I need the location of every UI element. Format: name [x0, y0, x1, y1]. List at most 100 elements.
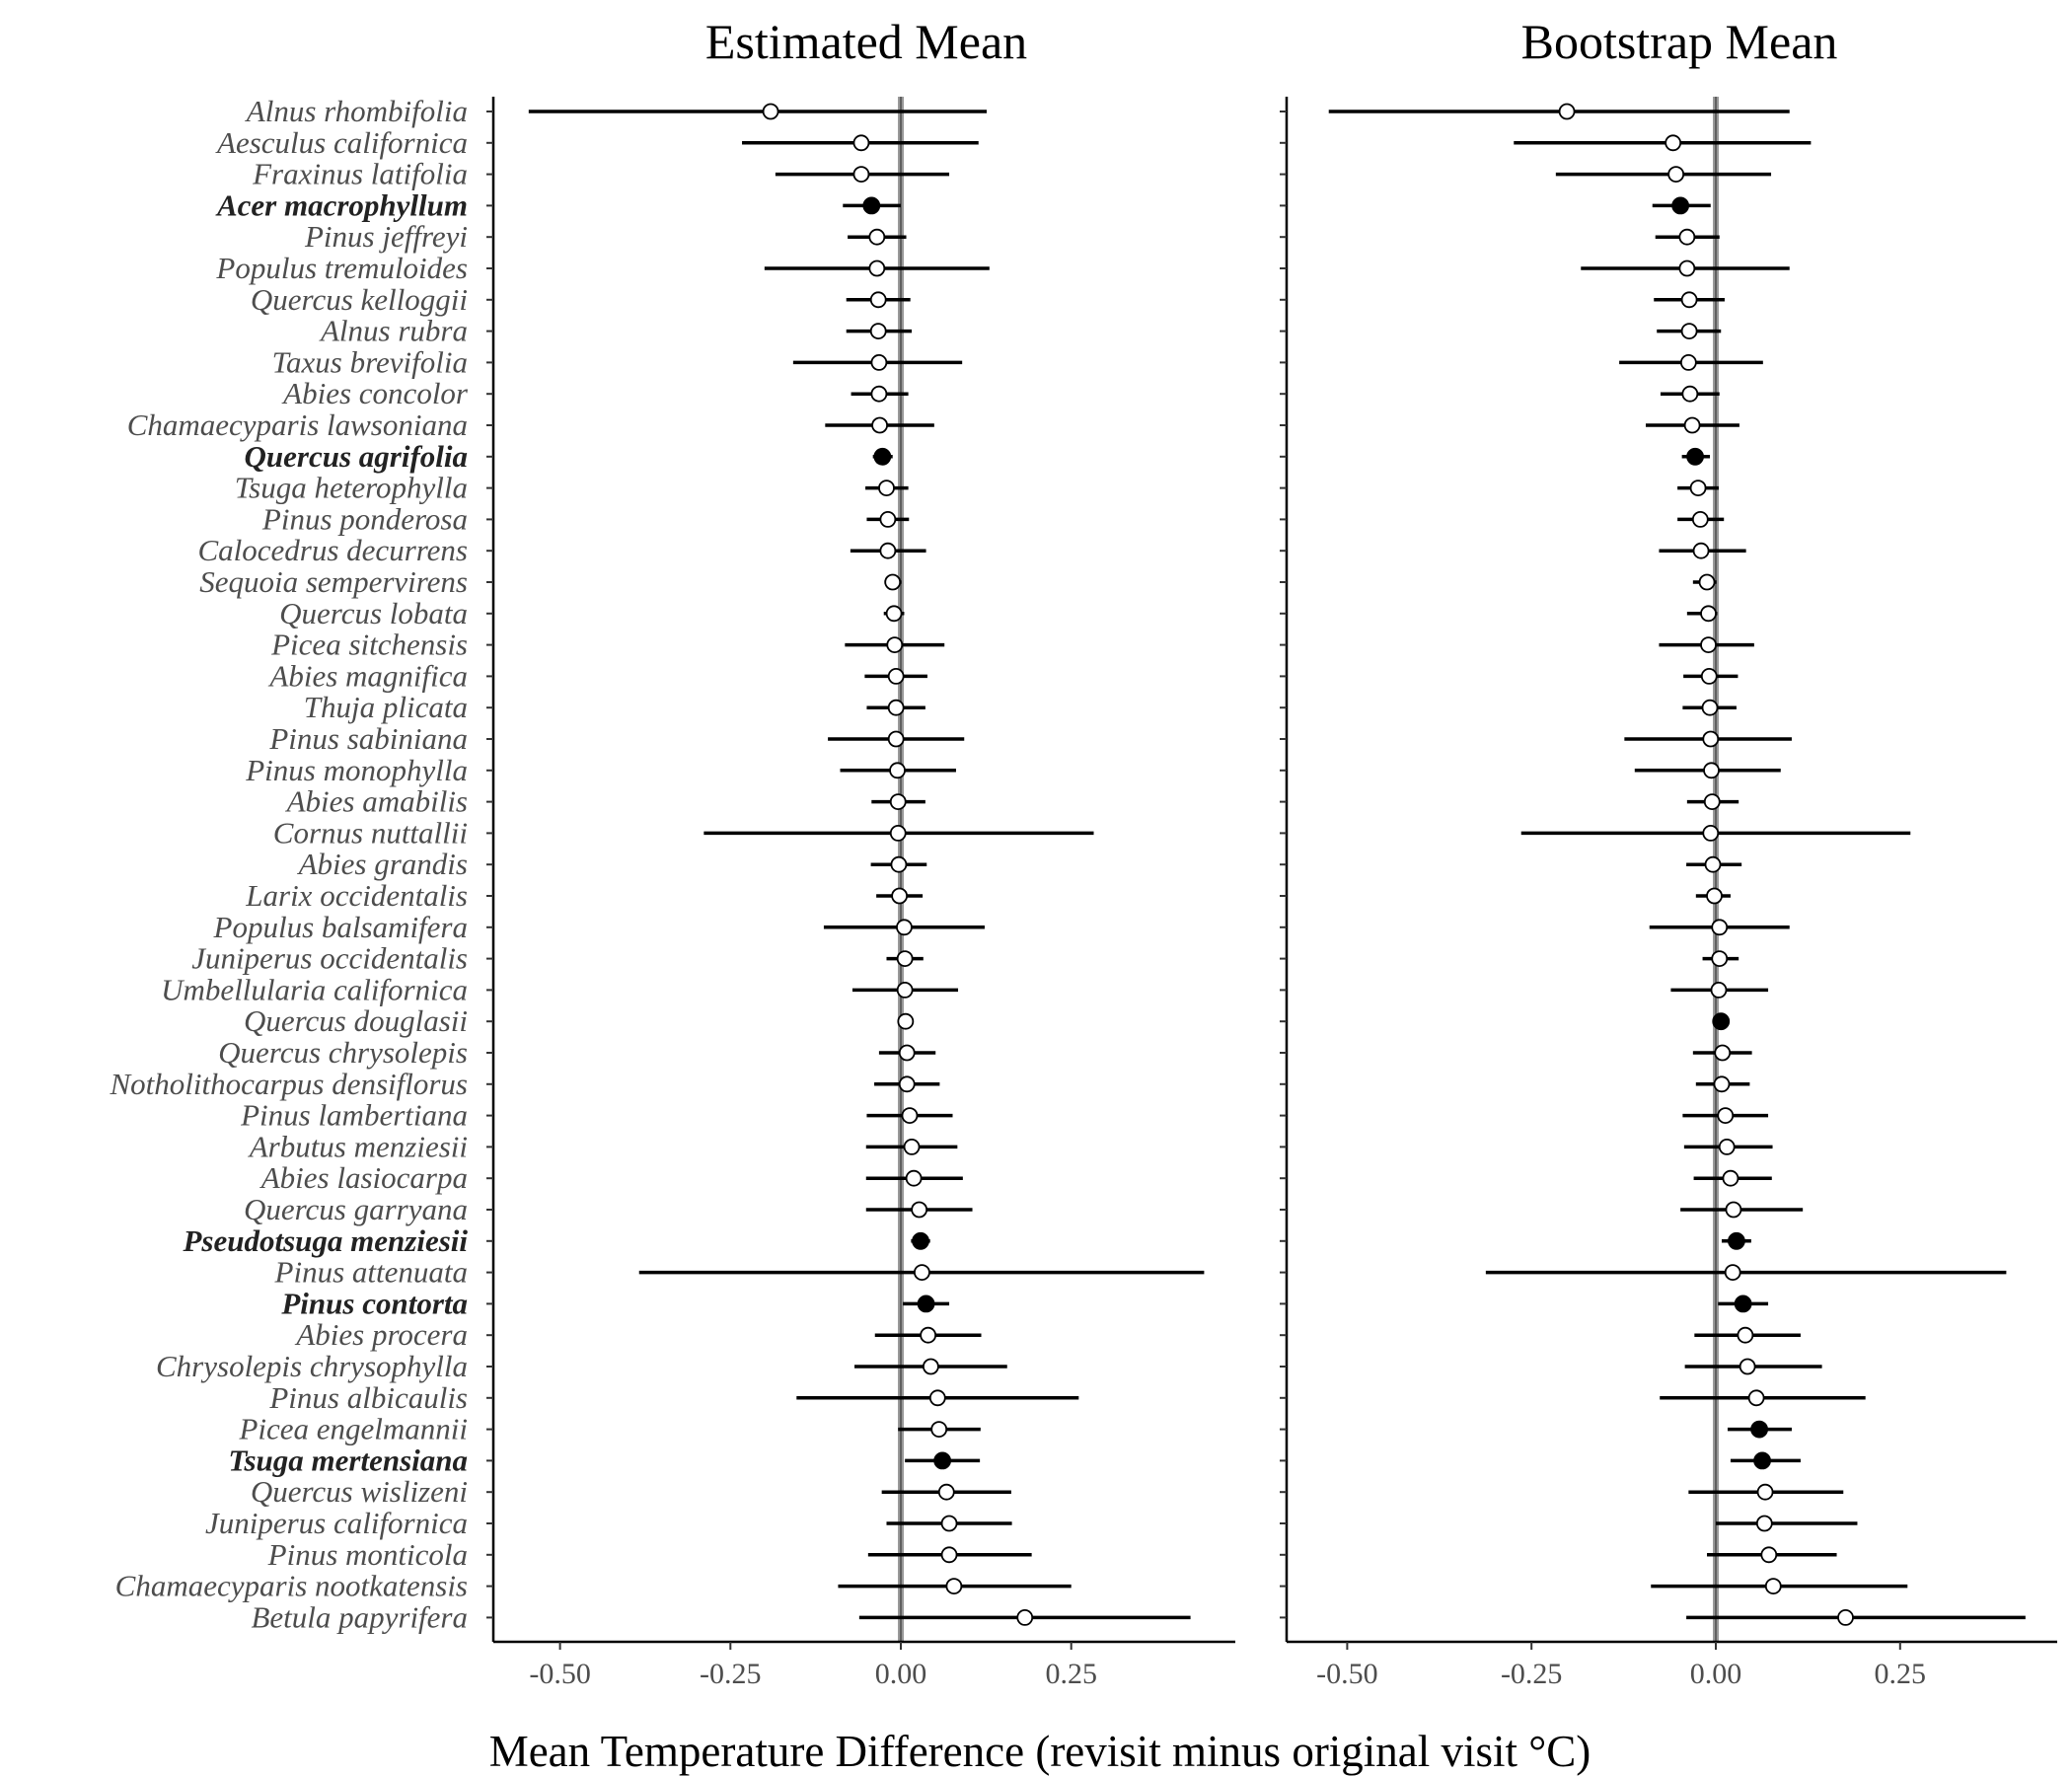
p1-point-pinus-monophylla	[889, 762, 906, 779]
p2-point-quercus-douglasii	[1712, 1012, 1731, 1031]
p1-point-umbellularia-californica	[896, 982, 914, 999]
p1-point-abies-magnifica	[887, 668, 905, 685]
p2-point-abies-concolor	[1681, 385, 1699, 403]
p1-point-tsuga-heterophylla	[878, 480, 895, 497]
p1-point-quercus-wislizeni	[937, 1483, 955, 1501]
species-label-quercus-chrysolepis: Quercus chrysolepis	[218, 1035, 468, 1070]
p1-point-pinus-ponderosa	[879, 511, 897, 528]
species-label-quercus-garryana: Quercus garryana	[244, 1192, 468, 1226]
p2-point-alnus-rhombifolia	[1558, 103, 1576, 120]
p1-point-pinus-monticola	[940, 1546, 958, 1564]
p1-point-quercus-chrysolepis	[898, 1044, 916, 1062]
p2-point-calocedrus-decurrens	[1692, 542, 1710, 559]
species-label-pinus-jeffreyi: Pinus jeffreyi	[304, 219, 468, 254]
species-label-populus-balsamifera: Populus balsamifera	[213, 910, 468, 944]
p1-point-fraxinus-latifolia	[852, 166, 870, 184]
p2-point-abies-amabilis	[1703, 793, 1721, 810]
species-label-quercus-douglasii: Quercus douglasii	[244, 1003, 468, 1038]
species-label-betula-papyrifera: Betula papyrifera	[251, 1599, 468, 1634]
p1-point-chrysolepis-chrysophylla	[922, 1358, 939, 1375]
species-label-pseudotsuga-menziesii: Pseudotsuga menziesii	[182, 1223, 468, 1258]
p1-point-pinus-contorta	[917, 1295, 935, 1313]
species-label-abies-procera: Abies procera	[294, 1317, 468, 1352]
x-axis-label: Mean Temperature Difference (revisit min…	[489, 1727, 1591, 1776]
p1-point-aesculus-californica	[852, 134, 870, 152]
panel-estimated-mean: -0.50 -0.25 0.00 0.25	[486, 97, 1235, 1690]
p1-point-notholithocarpus-densiflorus	[898, 1075, 916, 1093]
p2-point-larix-occidentalis	[1706, 887, 1723, 905]
species-label-chrysolepis-chrysophylla: Chrysolepis chrysophylla	[156, 1349, 468, 1383]
species-label-pinus-sabiniana: Pinus sabiniana	[268, 721, 468, 756]
p1-point-juniperus-californica	[940, 1515, 958, 1532]
p1-point-pinus-jeffreyi	[868, 228, 886, 246]
p2-point-tsuga-heterophylla	[1689, 480, 1707, 497]
species-label-populus-tremuloides: Populus tremuloides	[215, 251, 468, 285]
p1-point-thuja-plicata	[887, 699, 905, 716]
species-label-chamaecyparis-lawsoniana: Chamaecyparis lawsoniana	[127, 407, 468, 442]
species-label-pinus-attenuata: Pinus attenuata	[274, 1255, 468, 1290]
p1-point-abies-grandis	[890, 855, 908, 873]
p2-point-alnus-rubra	[1680, 323, 1698, 340]
species-label-pinus-contorta: Pinus contorta	[280, 1286, 468, 1320]
species-label-abies-concolor: Abies concolor	[281, 376, 469, 410]
p2-point-abies-procera	[1737, 1326, 1754, 1344]
p1-point-calocedrus-decurrens	[879, 542, 897, 559]
p2-point-sequoia-sempervirens	[1698, 573, 1716, 591]
p2-point-pinus-monticola	[1760, 1546, 1778, 1564]
panel-bootstrap-mean: -0.50 -0.25 0.00 0.25	[1280, 97, 2057, 1690]
species-label-acer-macrophyllum: Acer macrophyllum	[215, 187, 468, 222]
species-label-quercus-lobata: Quercus lobata	[279, 596, 468, 630]
p1-x-tick-label: -0.25	[700, 1658, 762, 1690]
species-label-pinus-lambertiana: Pinus lambertiana	[240, 1098, 468, 1133]
p1-point-picea-engelmannii	[930, 1421, 948, 1438]
species-label-cornus-nuttallii: Cornus nuttallii	[273, 815, 468, 850]
species-label-aesculus-californica: Aesculus californica	[215, 125, 468, 160]
species-label-chamaecyparis-nootkatensis: Chamaecyparis nootkatensis	[115, 1569, 468, 1603]
p1-point-pseudotsuga-menziesii	[912, 1231, 929, 1250]
species-label-arbutus-menziesii: Arbutus menziesii	[248, 1129, 468, 1163]
p1-point-quercus-garryana	[911, 1201, 928, 1219]
p1-point-pinus-attenuata	[914, 1264, 930, 1281]
p2-point-quercus-lobata	[1700, 605, 1717, 623]
p2-point-quercus-wislizeni	[1756, 1483, 1774, 1501]
p2-point-populus-tremuloides	[1678, 259, 1696, 277]
p2-point-abies-lasiocarpa	[1722, 1169, 1739, 1187]
p2-point-arbutus-menziesii	[1718, 1139, 1736, 1155]
p1-point-chamaecyparis-nootkatensis	[945, 1578, 963, 1594]
species-label-tsuga-mertensiana: Tsuga mertensiana	[228, 1443, 468, 1477]
p1-point-tsuga-mertensiana	[933, 1451, 952, 1470]
p1-x-tick-label: 0.00	[875, 1658, 927, 1690]
p2-point-juniperus-occidentalis	[1711, 950, 1729, 967]
p1-point-alnus-rhombifolia	[762, 103, 779, 120]
p1-point-quercus-lobata	[885, 605, 903, 623]
p2-point-abies-grandis	[1704, 855, 1722, 873]
p1-point-pinus-albicaulis	[928, 1389, 946, 1407]
p2-point-picea-engelmannii	[1750, 1420, 1768, 1439]
p1-point-abies-concolor	[870, 385, 888, 403]
p1-point-quercus-douglasii	[897, 1012, 915, 1030]
species-label-quercus-wislizeni: Quercus wislizeni	[251, 1474, 468, 1509]
p2-x-tick-label: 0.25	[1875, 1658, 1927, 1690]
p1-point-quercus-agrifolia	[873, 447, 892, 466]
p2-point-pinus-jeffreyi	[1678, 228, 1696, 246]
p1-point-populus-balsamifera	[896, 919, 913, 936]
species-label-picea-engelmannii: Picea engelmannii	[238, 1412, 468, 1446]
p2-point-abies-magnifica	[1700, 668, 1718, 685]
p1-point-arbutus-menziesii	[903, 1139, 921, 1155]
p2-point-pinus-contorta	[1734, 1295, 1752, 1313]
p2-point-populus-balsamifera	[1711, 919, 1729, 936]
species-label-pinus-albicaulis: Pinus albicaulis	[268, 1380, 468, 1415]
p2-point-tsuga-mertensiana	[1753, 1451, 1771, 1470]
species-label-larix-occidentalis: Larix occidentalis	[245, 878, 468, 913]
species-label-abies-magnifica: Abies magnifica	[267, 658, 468, 693]
p1-point-chamaecyparis-lawsoniana	[871, 416, 888, 434]
p1-point-juniperus-occidentalis	[896, 950, 914, 967]
p2-point-taxus-brevifolia	[1679, 353, 1697, 371]
panel-title-bootstrap-mean: Bootstrap Mean	[1521, 14, 1838, 69]
species-label-notholithocarpus-densiflorus: Notholithocarpus densiflorus	[109, 1067, 468, 1101]
p1-point-betula-papyrifera	[1016, 1609, 1034, 1626]
species-label-alnus-rhombifolia: Alnus rhombifolia	[245, 94, 468, 128]
species-label-juniperus-californica: Juniperus californica	[205, 1506, 468, 1540]
p2-point-picea-sitchensis	[1700, 636, 1717, 653]
